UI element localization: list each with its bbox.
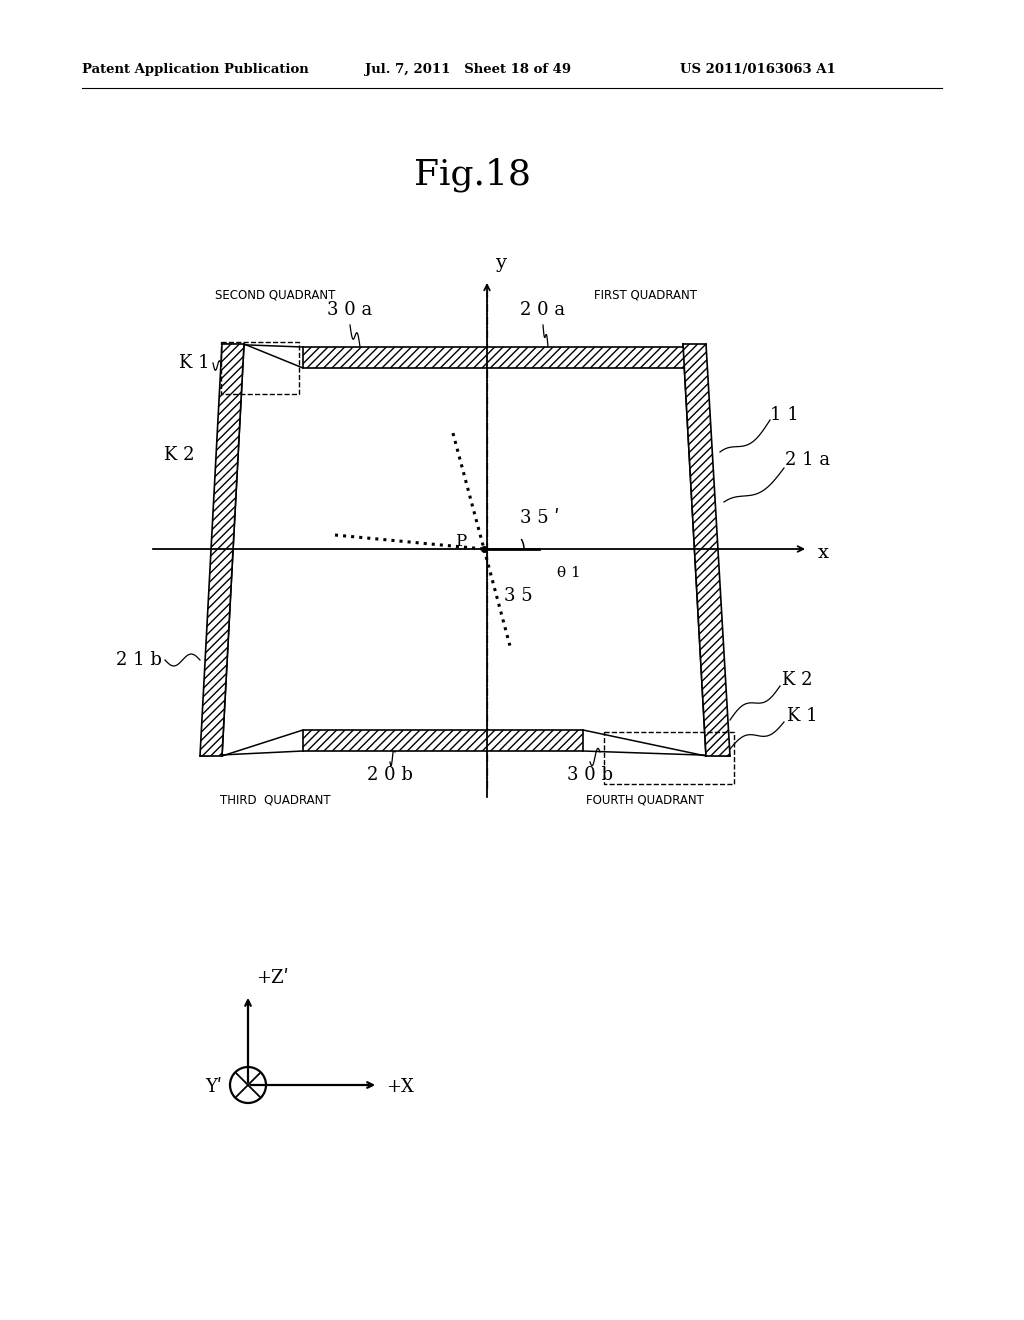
Text: SECOND QUADRANT: SECOND QUADRANT xyxy=(215,289,335,301)
Text: y: y xyxy=(495,253,506,272)
Text: 1 1: 1 1 xyxy=(770,407,799,424)
Text: Patent Application Publication: Patent Application Publication xyxy=(82,63,309,77)
Text: K 2: K 2 xyxy=(165,446,195,465)
Bar xyxy=(303,347,706,368)
Bar xyxy=(221,342,299,393)
Text: 3 0 a: 3 0 a xyxy=(328,301,373,319)
Text: 3 0 b: 3 0 b xyxy=(567,766,613,784)
Polygon shape xyxy=(683,345,730,756)
Text: θ 1: θ 1 xyxy=(557,566,581,579)
Bar xyxy=(604,733,734,784)
Text: K 1: K 1 xyxy=(179,354,210,372)
Text: K 2: K 2 xyxy=(782,671,812,689)
Text: FOURTH QUADRANT: FOURTH QUADRANT xyxy=(586,793,703,807)
Text: 2 0 a: 2 0 a xyxy=(520,301,565,319)
Text: P: P xyxy=(455,533,466,550)
Text: +X: +X xyxy=(386,1078,414,1096)
Text: 2 0 b: 2 0 b xyxy=(367,766,413,784)
Text: FIRST QUADRANT: FIRST QUADRANT xyxy=(594,289,696,301)
Text: +Zʹ: +Zʹ xyxy=(256,969,289,987)
Bar xyxy=(303,730,583,751)
Polygon shape xyxy=(200,345,244,756)
Text: 3 5 ʹ: 3 5 ʹ xyxy=(520,510,559,527)
Text: 3 5: 3 5 xyxy=(504,587,532,605)
Text: 2 1 b: 2 1 b xyxy=(116,651,162,669)
Text: K 1: K 1 xyxy=(787,708,817,725)
Text: Fig.18: Fig.18 xyxy=(414,158,530,193)
Text: x: x xyxy=(818,544,829,562)
Text: Yʹ: Yʹ xyxy=(205,1078,222,1096)
Text: 2 1 a: 2 1 a xyxy=(785,451,830,469)
Text: US 2011/0163063 A1: US 2011/0163063 A1 xyxy=(680,63,836,77)
Text: THIRD  QUADRANT: THIRD QUADRANT xyxy=(220,793,331,807)
Text: Jul. 7, 2011   Sheet 18 of 49: Jul. 7, 2011 Sheet 18 of 49 xyxy=(365,63,571,77)
